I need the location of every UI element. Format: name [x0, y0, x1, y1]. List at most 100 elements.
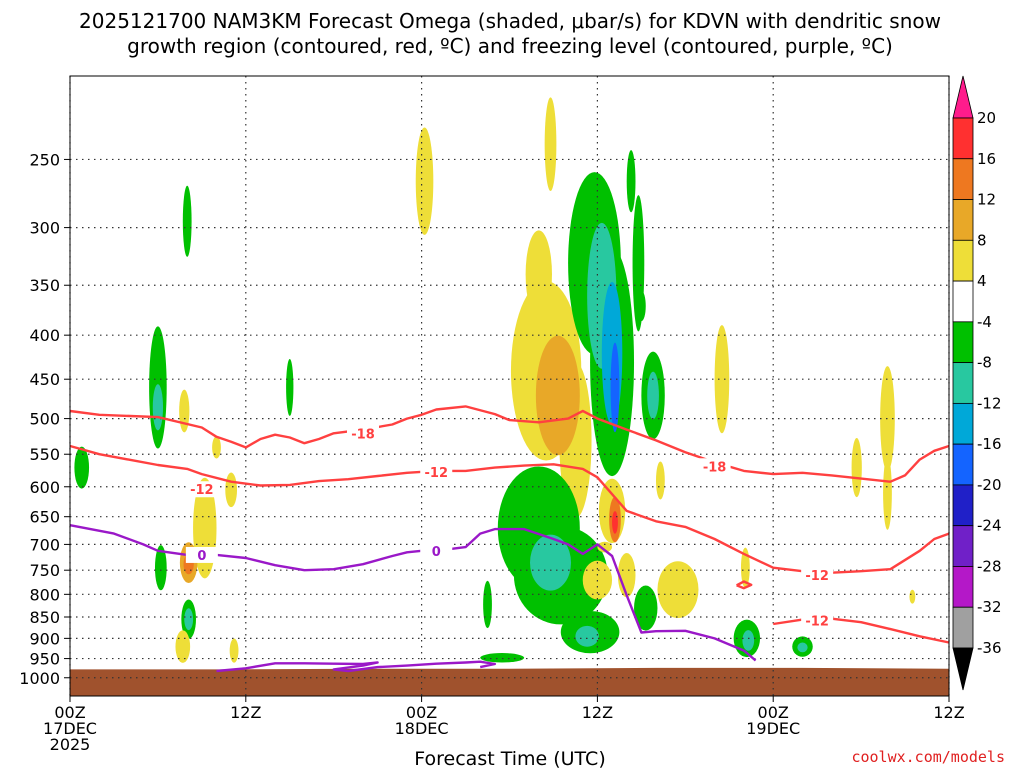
- y-tick-label: 250: [29, 150, 60, 169]
- colorbar-label: 4: [977, 272, 987, 290]
- omega-cell: [535, 335, 580, 456]
- contour-label: 0: [197, 549, 206, 564]
- omega-cell: [74, 446, 90, 489]
- omega-cell: [286, 358, 294, 416]
- x-tick-label: 17DEC: [43, 719, 97, 738]
- colorbar-label: -8: [977, 354, 992, 372]
- omega-cell: [544, 97, 557, 191]
- x-tick-label: 19DEC: [746, 719, 800, 738]
- contours: -18 -18 -12 -12 -12 -12 0 0: [69, 405, 950, 673]
- colorbar-bottom-triangle: [952, 647, 974, 691]
- colorbar-segment: [952, 566, 974, 608]
- omega-cell: [909, 589, 916, 604]
- y-axis-ticks: 250 300 350 400 450 500 550 600 650 700 750 800 850 9…: [19, 150, 70, 688]
- colorbar-segment: [952, 443, 974, 486]
- omega-cell: [714, 325, 730, 434]
- y-tick-label: 450: [29, 370, 60, 389]
- omega-cell: [483, 580, 492, 629]
- contour-label: -12: [805, 614, 829, 629]
- colorbar-segment: [952, 199, 974, 241]
- contour-dgz-small: [736, 580, 753, 590]
- omega-cell: [179, 389, 190, 433]
- contour-label: 0: [432, 545, 441, 560]
- omega-cell: [612, 511, 618, 534]
- colorbar-label: 12: [977, 191, 996, 209]
- colorbar-segment: [952, 280, 974, 323]
- omega-cell: [610, 342, 620, 433]
- x-tick-label: 12Z: [933, 703, 964, 722]
- omega-cell: [617, 553, 636, 598]
- y-tick-label: 850: [29, 608, 60, 627]
- colorbar-segment: [952, 484, 974, 527]
- omega-cell: [154, 545, 167, 591]
- colorbar-segment: [952, 606, 974, 649]
- omega-cell: [480, 653, 525, 663]
- omega-cell: [415, 127, 434, 235]
- y-tick-label: 950: [29, 650, 60, 669]
- colorbar-segment: [952, 239, 974, 282]
- omega-cell: [175, 630, 191, 663]
- omega-cell: [657, 561, 699, 619]
- omega-cell: [184, 608, 194, 631]
- omega-cell: [851, 438, 862, 498]
- contour-label-bg: [347, 425, 379, 442]
- omega-cell: [575, 625, 599, 647]
- y-tick-label: 400: [29, 326, 60, 345]
- omega-cell: [229, 638, 239, 663]
- colorbar-label: -16: [977, 435, 1002, 453]
- omega-cell: [182, 185, 192, 257]
- contour-label: -12: [805, 569, 829, 584]
- x-tick-label: 18DEC: [395, 719, 449, 738]
- colorbar-label: 8: [977, 231, 987, 249]
- y-tick-label: 700: [29, 535, 60, 554]
- contour-label-bg: [698, 458, 731, 475]
- colorbar-segment: [952, 362, 974, 404]
- colorbar-label: 16: [977, 150, 996, 168]
- colorbar-label: -36: [977, 639, 1002, 657]
- grid-lines: [69, 76, 950, 696]
- chart-title-line2: growth region (contoured, red, ºC) and f…: [127, 34, 893, 58]
- contour-label-bg: [801, 567, 834, 584]
- colorbar-label: -32: [977, 598, 1002, 616]
- colorbar-label: -28: [977, 557, 1002, 575]
- terrain-fill: [70, 667, 949, 696]
- y-tick-label: 550: [29, 445, 60, 464]
- contour-label: -18: [351, 427, 375, 442]
- x-tick-label: 00Z: [758, 703, 789, 722]
- contour-label-bg: [185, 481, 218, 498]
- colorbar-label: -12: [977, 394, 1002, 412]
- contour-dgz-minus18: [69, 405, 950, 483]
- contour-label-bg: [420, 542, 453, 559]
- contour-freezing-level-low: [216, 660, 497, 673]
- omega-cell: [883, 456, 892, 530]
- omega-cell: [634, 585, 658, 631]
- omega-cell: [225, 472, 238, 508]
- colorbar-segment: [952, 525, 974, 567]
- x-tick-label: 00Z: [406, 703, 437, 722]
- y-tick-label: 1000: [19, 669, 60, 688]
- contour-label: -18: [703, 460, 727, 475]
- y-tick-label: 300: [29, 219, 60, 238]
- y-tick-label: 900: [29, 629, 60, 648]
- colorbar-label: 20: [977, 109, 996, 127]
- omega-cell: [742, 630, 755, 651]
- y-tick-label: 750: [29, 561, 60, 580]
- colorbar-top-triangle: [952, 75, 974, 119]
- omega-cell: [212, 436, 221, 459]
- plot-frame: [69, 75, 950, 697]
- omega-cell: [797, 642, 808, 653]
- contour-label-bg: [420, 464, 453, 481]
- omega-cell: [597, 541, 613, 553]
- credit-link[interactable]: coolwx.com/models: [851, 748, 1005, 766]
- x-tick-label: 12Z: [230, 703, 261, 722]
- omega-cell: [530, 534, 572, 591]
- colorbar: 20 16 12 8 4 -4 -8 -12 -16 -20 -24 -28 -32 -36: [952, 75, 1002, 691]
- x-axis-label: Forecast Time (UTC): [414, 748, 605, 768]
- omega-cell: [152, 384, 164, 431]
- contour-label-bg: [801, 612, 834, 629]
- colorbar-segment: [952, 158, 974, 200]
- omega-cell: [636, 290, 646, 322]
- colorbar-label: -24: [977, 517, 1002, 535]
